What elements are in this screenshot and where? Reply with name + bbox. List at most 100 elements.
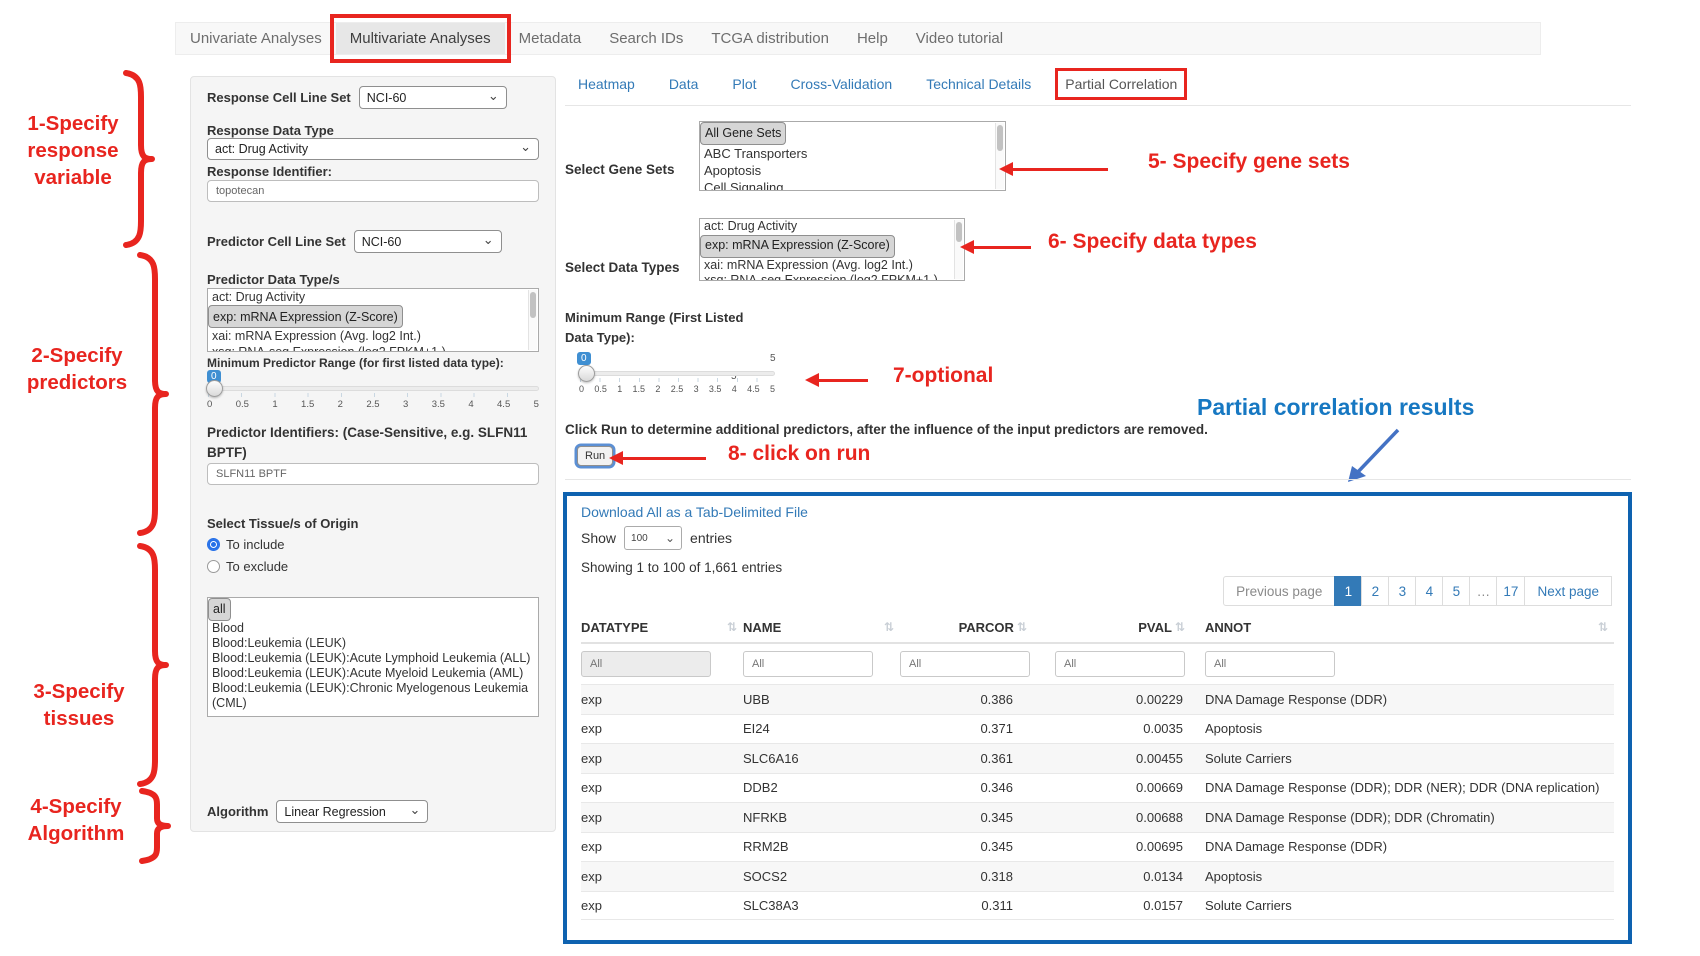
page-button[interactable]: 1 bbox=[1334, 576, 1363, 606]
algorithm-select[interactable]: Linear Regression ⌄ bbox=[276, 800, 429, 823]
listbox-option[interactable]: act: Drug Activity bbox=[212, 290, 306, 304]
table-body: exp UBB 0.386 0.00229 DNA Damage Respons… bbox=[581, 684, 1614, 920]
nav-item[interactable]: Univariate Analyses bbox=[190, 30, 322, 47]
nav-item[interactable]: Multivariate Analyses bbox=[329, 14, 511, 63]
slider-handle[interactable] bbox=[578, 365, 595, 382]
listbox-option[interactable]: Blood:Leukemia (LEUK):Acute Lymphoid Leu… bbox=[212, 651, 531, 665]
filter-name-input[interactable] bbox=[743, 651, 873, 677]
arrow-step8 bbox=[609, 451, 706, 465]
tissue-exclude-radio[interactable] bbox=[207, 560, 220, 573]
page-button[interactable]: 5 bbox=[1442, 576, 1471, 606]
sort-icon[interactable]: ⇅ bbox=[1174, 620, 1185, 634]
cell-datatype: exp bbox=[581, 809, 602, 825]
min-predictor-range-slider[interactable] bbox=[206, 380, 539, 397]
listbox-option[interactable]: xai: mRNA Expression (Avg. log2 Int.) bbox=[704, 257, 913, 272]
sort-icon[interactable]: ⇅ bbox=[883, 620, 894, 634]
table-row[interactable]: exp RRM2B 0.345 0.00695 DNA Damage Respo… bbox=[581, 831, 1614, 862]
slider-ticks bbox=[580, 378, 774, 382]
page-button[interactable]: 2 bbox=[1361, 576, 1390, 606]
run-button[interactable]: Run bbox=[577, 446, 614, 466]
cell-parcor: 0.345 bbox=[980, 839, 1013, 855]
download-link[interactable]: Download All as a Tab-Delimited File bbox=[581, 504, 808, 520]
table-row[interactable]: exp SOCS2 0.318 0.0134 Apoptosis bbox=[581, 861, 1614, 891]
tab[interactable]: Heatmap bbox=[578, 76, 635, 92]
data-types-listbox[interactable]: act: Drug Activity exp: mRNA Expression (… bbox=[699, 218, 965, 281]
sort-icon[interactable]: ⇅ bbox=[1016, 620, 1027, 634]
table-row[interactable]: exp SLC38A3 0.311 0.0157 Solute Carriers bbox=[581, 890, 1614, 920]
nav-item[interactable]: Help bbox=[856, 30, 888, 47]
predictor-identifiers-input[interactable] bbox=[207, 463, 539, 485]
predictor-data-types-listbox[interactable]: act: Drug Activity exp: mRNA Expression (… bbox=[207, 288, 539, 352]
cell-name: EI24 bbox=[743, 721, 770, 737]
filter-datatype-input[interactable] bbox=[581, 651, 711, 677]
slider-tick-labels: 0 0.5 1 1.5 2 2.5 3 3.5 4 4.5 5 bbox=[207, 399, 539, 410]
sort-icon[interactable]: ⇅ bbox=[726, 620, 737, 634]
listbox-option[interactable]: Blood bbox=[212, 621, 244, 635]
listbox-option[interactable]: xsq: RNA-seq Expression (log2 FPKM+1.) bbox=[212, 345, 446, 352]
tab[interactable]: Partial Correlation bbox=[1055, 68, 1188, 100]
chevron-down-icon: ⌄ bbox=[487, 87, 499, 103]
nav-item[interactable]: Search IDs bbox=[609, 30, 684, 47]
column-header[interactable]: PARCOR ⇅ bbox=[958, 619, 1027, 635]
min-range-slider[interactable] bbox=[578, 365, 775, 382]
gene-sets-listbox[interactable]: All Gene Sets ABC Transporters Apoptosis Ce… bbox=[699, 121, 1006, 191]
table-row[interactable]: exp SLC6A16 0.361 0.00455 Solute Carrier… bbox=[581, 743, 1614, 773]
tab[interactable]: Data bbox=[668, 76, 699, 92]
table-row[interactable]: exp UBB 0.386 0.00229 DNA Damage Respons… bbox=[581, 684, 1614, 714]
page-button[interactable]: … bbox=[1469, 576, 1498, 606]
nav-item[interactable]: TCGA distribution bbox=[711, 30, 829, 47]
page-button[interactable]: 17 bbox=[1496, 576, 1526, 606]
table-row[interactable]: exp EI24 0.371 0.0035 Apoptosis bbox=[581, 713, 1614, 744]
column-header[interactable]: NAME ⇅ bbox=[743, 619, 894, 635]
column-header[interactable]: ANNOT ⇅ bbox=[1205, 619, 1608, 635]
tab[interactable]: Cross-Validation bbox=[790, 76, 893, 92]
listbox-option[interactable]: act: Drug Activity bbox=[704, 219, 798, 233]
listbox-option[interactable]: exp: mRNA Expression (Z-Score) bbox=[208, 305, 403, 328]
listbox-option[interactable]: ABC Transporters bbox=[704, 146, 808, 161]
cell-datatype: exp bbox=[581, 721, 602, 737]
brace-step1 bbox=[123, 70, 155, 248]
listbox-option[interactable]: Apoptosis bbox=[704, 163, 762, 178]
column-header[interactable]: PVAL ⇅ bbox=[1138, 619, 1185, 635]
page-button[interactable]: Previous page bbox=[1223, 576, 1336, 606]
table-row[interactable]: exp DDB2 0.346 0.00669 DNA Damage Respon… bbox=[581, 772, 1614, 803]
filter-parcor-input[interactable] bbox=[900, 651, 1030, 677]
tissue-include-radio[interactable] bbox=[207, 538, 220, 551]
scrollbar[interactable] bbox=[528, 290, 537, 350]
listbox-option[interactable]: Blood:Leukemia (LEUK):Acute Myeloid Leuk… bbox=[212, 666, 524, 680]
slider-handle[interactable] bbox=[206, 380, 223, 397]
cell-name: SLC38A3 bbox=[743, 897, 799, 913]
results-arrow bbox=[1348, 428, 1400, 482]
scrollbar[interactable] bbox=[954, 220, 963, 279]
scrollbar[interactable] bbox=[995, 123, 1004, 189]
tab[interactable]: Plot bbox=[732, 76, 757, 92]
filter-annot-input[interactable] bbox=[1205, 651, 1335, 677]
listbox-option[interactable]: xsq: RNA-seq Expression (log2 FPKM+1.) bbox=[704, 273, 938, 281]
tissue-listbox[interactable]: all Blood Blood:Leukemia (LEUK) Blood:Leuke… bbox=[207, 597, 539, 717]
column-header[interactable]: DATATYPE ⇅ bbox=[581, 619, 737, 635]
listbox-option[interactable]: all bbox=[208, 598, 231, 621]
listbox-option[interactable]: All Gene Sets bbox=[700, 122, 787, 145]
sort-icon[interactable]: ⇅ bbox=[1597, 620, 1608, 634]
response-data-type-select[interactable]: act: Drug Activity ⌄ bbox=[207, 138, 539, 160]
listbox-option[interactable]: Blood:Leukemia (LEUK) bbox=[212, 636, 347, 650]
page-button[interactable]: 4 bbox=[1415, 576, 1444, 606]
predictor-cell-line-select[interactable]: NCI-60 ⌄ bbox=[353, 230, 502, 253]
nav-item[interactable]: Video tutorial bbox=[915, 30, 1004, 47]
page-button[interactable]: 3 bbox=[1388, 576, 1417, 606]
cell-pval: 0.00688 bbox=[1136, 809, 1183, 825]
response-identifier-input[interactable] bbox=[207, 180, 539, 202]
chevron-down-icon: ⌄ bbox=[409, 801, 421, 817]
nav-item[interactable]: Metadata bbox=[518, 30, 582, 47]
filter-pval-input[interactable] bbox=[1055, 651, 1185, 677]
table-row[interactable]: exp NFRKB 0.345 0.00688 DNA Damage Respo… bbox=[581, 802, 1614, 832]
tab[interactable]: Technical Details bbox=[926, 76, 1032, 92]
listbox-option[interactable]: Blood:Leukemia (LEUK):Chronic Myelogenou… bbox=[212, 681, 529, 710]
page-size-select[interactable]: 100 ⌄ bbox=[624, 526, 683, 550]
listbox-option[interactable]: xai: mRNA Expression (Avg. log2 Int.) bbox=[212, 329, 421, 343]
page-button[interactable]: Next page bbox=[1524, 576, 1612, 606]
response-cell-line-select[interactable]: NCI-60 ⌄ bbox=[358, 86, 507, 109]
listbox-option[interactable]: Cell Signaling bbox=[704, 180, 784, 191]
listbox-option[interactable]: exp: mRNA Expression (Z-Score) bbox=[700, 234, 895, 258]
response-identifier-label: Response Identifier: bbox=[207, 164, 332, 179]
